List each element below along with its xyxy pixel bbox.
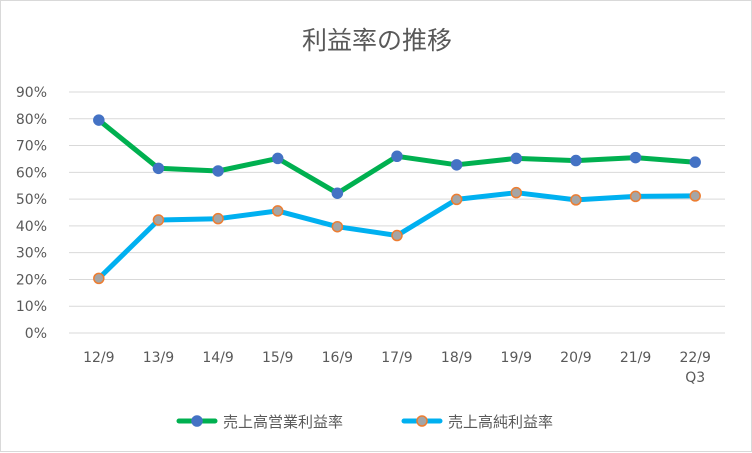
series-1-point-0: [93, 272, 105, 285]
legend-label-1: 売上高純利益率: [448, 413, 553, 431]
y-axis-ticks: 0% 10% 20% 30% 40% 50% 60% 70% 80% 90%: [16, 85, 47, 342]
series-0-point-1: [152, 162, 165, 175]
gridlines: [69, 91, 725, 334]
series-0-point-0: [93, 114, 105, 126]
y-tick-label-9: 90%: [16, 85, 47, 101]
series-0-point-7: [510, 152, 523, 165]
series-0-point-9: [629, 151, 642, 164]
series-1-point-9: [629, 190, 642, 203]
legend-item-1: 売上高純利益率: [401, 413, 553, 431]
x-tick-label-9: 21/9: [620, 350, 651, 366]
series-1-point-2: [212, 212, 224, 225]
series-1-point-4: [331, 220, 344, 233]
x-tick-label-1: 13/9: [143, 350, 174, 366]
legend-swatch-marker-0: [191, 415, 203, 427]
series-0: [93, 114, 701, 199]
legend-label-0: 売上高営業利益率: [223, 413, 343, 431]
series-1: [93, 186, 701, 285]
series-0-point-4: [331, 187, 344, 199]
x-tick-label-3: 15/9: [262, 350, 293, 366]
y-tick-label-5: 50%: [16, 192, 47, 208]
series-0-point-10: [689, 156, 701, 168]
series-1-point-7: [510, 186, 523, 199]
series-1-point-6: [450, 193, 463, 206]
y-tick-label-3: 30%: [16, 246, 47, 262]
y-tick-label-8: 80%: [16, 112, 47, 128]
series-1-point-1: [152, 214, 165, 226]
legend-item-0: 売上高営業利益率: [176, 413, 343, 431]
series-0-point-3: [271, 152, 284, 165]
x-tick-label-6: 18/9: [441, 350, 472, 366]
series-0-point-5: [391, 150, 403, 163]
y-tick-label-4: 40%: [16, 219, 47, 235]
y-tick-label-1: 10%: [16, 299, 47, 315]
series-layer: [93, 114, 701, 285]
y-tick-label-0: 0%: [25, 326, 47, 342]
y-tick-label-2: 20%: [16, 272, 47, 288]
series-0-point-6: [450, 159, 463, 171]
x-tick-label-8: 20/9: [560, 350, 591, 366]
series-1-point-8: [570, 194, 582, 206]
x-tick-label-4: 16/9: [322, 350, 353, 366]
y-tick-label-7: 70%: [16, 139, 47, 155]
chart-title: 利益率の推移: [302, 26, 452, 55]
series-0-point-2: [212, 165, 224, 177]
x-tick-label-10: 22/9 Q3: [679, 350, 710, 386]
legend: 売上高営業利益率 売上高純利益率: [176, 413, 553, 431]
series-1-point-5: [391, 229, 403, 242]
x-axis-ticks: 12/9 13/9 14/9 15/9 16/9 17/9 18/9 19/9 20/9 21/9…: [83, 350, 711, 386]
series-1-point-3: [271, 205, 284, 217]
x-tick-label-7: 19/9: [501, 350, 532, 366]
x-tick-label-2: 14/9: [202, 350, 233, 366]
legend-swatch-marker-1: [416, 415, 428, 427]
series-1-point-10: [689, 190, 701, 202]
x-tick-label-0: 12/9: [83, 350, 114, 366]
x-tick-label-5: 17/9: [381, 350, 412, 366]
series-0-point-8: [570, 154, 582, 167]
y-tick-label-6: 60%: [16, 165, 47, 181]
